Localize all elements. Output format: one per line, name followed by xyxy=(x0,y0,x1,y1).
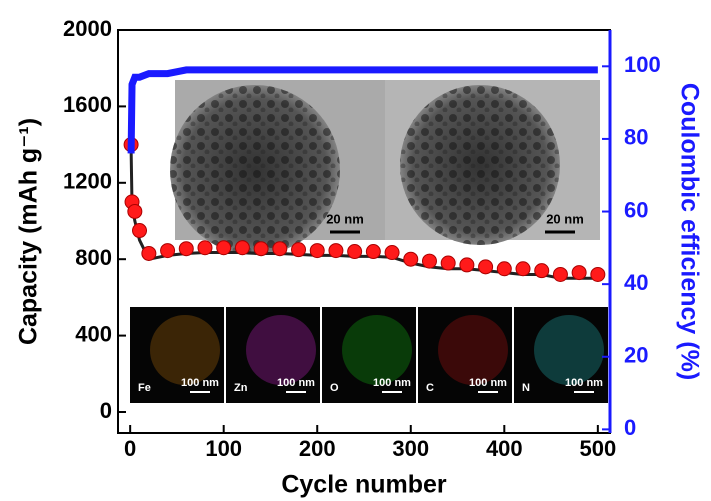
scale-label: 100 nm xyxy=(181,377,219,389)
capacity-point xyxy=(216,240,232,256)
element-label: N xyxy=(522,382,530,394)
efficiency-line xyxy=(127,66,598,154)
scale-label: 20 nm xyxy=(546,211,584,226)
y2-tick-label: 60 xyxy=(624,197,648,222)
x-tick-label: 400 xyxy=(486,436,523,461)
y-tick-label: 2000 xyxy=(63,16,112,41)
element-label: Fe xyxy=(138,382,151,394)
x-tick-label: 300 xyxy=(392,436,429,461)
capacity-point xyxy=(384,245,400,261)
capacity-point xyxy=(590,266,606,282)
capacity-point xyxy=(253,241,269,257)
y-tick-label: 0 xyxy=(100,398,112,423)
y-tick-label: 400 xyxy=(75,321,112,346)
map-signal xyxy=(534,315,604,385)
particle-texture xyxy=(170,85,340,255)
x-axis-label: Cycle number xyxy=(281,471,447,499)
y-axis-label: Capacity (mAh g⁻¹) xyxy=(15,118,43,345)
insets: 20 nm 20 nm xyxy=(170,80,600,255)
capacity-point xyxy=(272,241,288,257)
element-map xyxy=(130,307,224,403)
capacity-point xyxy=(496,261,512,277)
y2-axis-label: Coulombic efficiency (%) xyxy=(675,83,703,380)
capacity-point xyxy=(197,240,213,256)
capacity-point xyxy=(421,253,437,269)
capacity-point xyxy=(328,243,344,259)
y-tick-label: 1200 xyxy=(63,169,112,194)
particle-texture xyxy=(400,85,560,245)
y2-tick-label: 40 xyxy=(624,270,648,295)
x-tick-label: 0 xyxy=(124,436,136,461)
scale-label: 100 nm xyxy=(565,377,603,389)
capacity-point xyxy=(178,241,194,257)
y2-tick-label: 80 xyxy=(624,125,648,150)
capacity-point xyxy=(515,261,531,277)
scale-label: 100 nm xyxy=(469,377,507,389)
element-label: O xyxy=(330,382,339,394)
y-tick-label: 800 xyxy=(75,245,112,270)
x-tick-label: 500 xyxy=(579,436,616,461)
capacity-point xyxy=(534,263,550,279)
capacity-point xyxy=(440,255,456,271)
capacity-point xyxy=(132,223,148,239)
x-tick-label: 100 xyxy=(205,436,242,461)
capacity-point xyxy=(291,242,307,258)
y2-tick-label: 100 xyxy=(624,52,661,77)
capacity-point xyxy=(403,251,419,267)
map-signal xyxy=(342,315,412,385)
element-map xyxy=(226,307,320,403)
capacity-point xyxy=(309,243,325,259)
element-map xyxy=(418,307,512,403)
capacity-point xyxy=(347,244,363,260)
capacity-point xyxy=(234,240,250,256)
scale-label: 100 nm xyxy=(277,377,315,389)
capacity-point xyxy=(552,266,568,282)
element-label: Zn xyxy=(234,382,248,394)
element-map xyxy=(322,307,416,403)
element-label: C xyxy=(426,382,434,394)
y-tick-label: 1600 xyxy=(63,92,112,117)
capacity-point xyxy=(365,244,381,260)
element-map xyxy=(514,307,608,403)
capacity-point xyxy=(160,243,176,259)
capacity-point xyxy=(478,259,494,275)
capacity-point xyxy=(127,203,143,219)
y2-tick-label: 0 xyxy=(624,415,636,440)
capacity-point xyxy=(459,257,475,273)
y2-tick-label: 20 xyxy=(624,343,648,368)
capacity-point xyxy=(141,245,157,261)
capacity-point xyxy=(571,265,587,281)
scale-label: 100 nm xyxy=(373,377,411,389)
map-signal xyxy=(150,315,220,385)
x-tick-label: 200 xyxy=(299,436,336,461)
map-signal xyxy=(246,315,316,385)
map-signal xyxy=(438,315,508,385)
scale-label: 20 nm xyxy=(326,211,364,226)
